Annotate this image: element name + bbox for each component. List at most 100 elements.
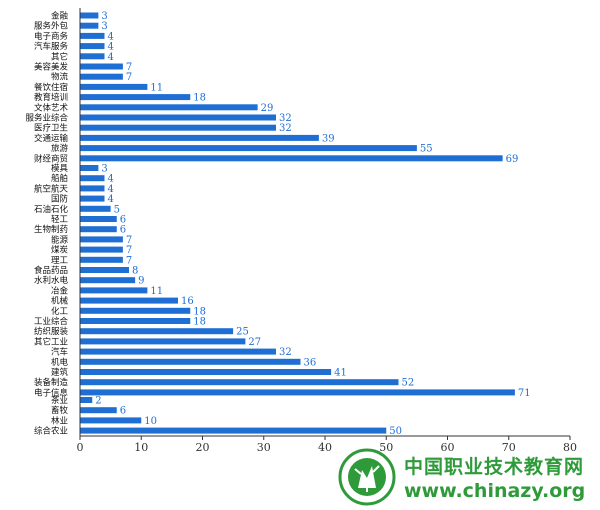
bars-layer: 金融 3 服务外包 3 电子商务 4 汽车服务 4 其它 4 美容美发 7 物流 7 餐饮住宿 11 教育培训 1… [25, 11, 530, 438]
category-label: 食品药品 [34, 265, 68, 276]
data-label: 25 [236, 327, 249, 338]
bar [80, 124, 276, 131]
category-label: 化工 [51, 306, 69, 317]
bar [80, 369, 332, 375]
bar [80, 155, 503, 162]
bar [80, 318, 191, 324]
data-label: 11 [150, 286, 163, 297]
category-label: 航空航天 [34, 183, 69, 194]
category-label: 煤炭 [51, 245, 69, 256]
category-label: 服务业综合 [25, 113, 68, 124]
data-label: 11 [150, 82, 163, 93]
bar [80, 397, 93, 403]
data-label: 3 [101, 11, 107, 22]
category-label: 旅游 [51, 143, 69, 154]
x-tick-label: 30 [257, 441, 271, 454]
bar [80, 328, 234, 335]
category-label: 模具 [51, 163, 69, 174]
bar [80, 297, 178, 304]
bar [80, 134, 319, 141]
bar [80, 338, 246, 345]
bar [80, 104, 258, 111]
bar [80, 389, 515, 396]
bar [80, 236, 123, 243]
data-label: 9 [138, 276, 144, 287]
category-label: 汽车服务 [34, 41, 69, 52]
category-label: 餐饮住宿 [34, 82, 68, 93]
bar [80, 287, 148, 294]
data-label: 4 [108, 194, 114, 205]
category-label: 机械 [51, 296, 69, 307]
category-label: 其它工业 [34, 336, 68, 347]
category-label: 电子信息 [34, 387, 69, 398]
data-label: 6 [120, 215, 126, 226]
data-label: 27 [248, 337, 261, 348]
data-label: 4 [108, 184, 114, 195]
data-label: 7 [126, 255, 132, 266]
bar [80, 53, 105, 60]
data-label: 32 [279, 123, 292, 134]
bar [80, 12, 99, 19]
category-label: 其它 [51, 51, 68, 62]
category-label: 装备制造 [34, 377, 69, 388]
x-tick-label: 80 [563, 441, 577, 454]
bar [80, 175, 105, 182]
category-label: 茶业 [51, 395, 68, 406]
data-label: 29 [261, 103, 274, 114]
bar [80, 195, 105, 202]
bar [80, 22, 99, 29]
bar [80, 205, 111, 212]
bar [80, 358, 301, 365]
category-label: 文体艺术 [34, 102, 69, 113]
category-label: 生物制药 [34, 224, 68, 235]
data-label: 6 [120, 225, 126, 236]
data-label: 36 [304, 357, 317, 368]
data-label: 7 [126, 62, 132, 73]
category-label: 国防 [51, 194, 69, 205]
watermark-logo: 中国职业技术教育网 www.chinazy.org [338, 446, 600, 510]
bar [80, 94, 191, 101]
category-label: 林业 [51, 415, 68, 426]
data-label: 2 [95, 396, 101, 407]
data-label: 18 [193, 93, 206, 104]
data-label: 7 [126, 235, 132, 246]
category-label: 工业综合 [34, 316, 69, 327]
bar [80, 185, 105, 192]
category-label: 理工 [51, 256, 69, 266]
data-label: 7 [126, 245, 132, 256]
bar [80, 73, 123, 80]
data-label: 7 [126, 72, 132, 83]
data-label: 4 [108, 52, 114, 63]
data-label: 5 [114, 204, 120, 215]
bar [80, 379, 399, 386]
category-label: 医疗卫生 [34, 123, 69, 134]
data-label: 3 [101, 21, 107, 32]
category-label: 电子商务 [34, 31, 69, 42]
category-label: 交通运输 [34, 133, 69, 144]
bar [80, 216, 117, 222]
x-tick-label: 60 [441, 441, 455, 454]
data-label: 18 [193, 317, 206, 328]
x-tick-label: 50 [379, 441, 393, 454]
x-tick-label: 20 [196, 441, 210, 454]
bar [80, 277, 136, 284]
bar [80, 43, 105, 50]
category-label: 轻工 [51, 214, 69, 225]
category-label: 冶金 [51, 285, 69, 296]
bar [80, 165, 99, 171]
category-label: 汽车 [51, 347, 68, 358]
category-label: 船舶 [51, 173, 68, 184]
data-label: 4 [108, 174, 114, 185]
data-label: 18 [193, 306, 206, 317]
bar [80, 256, 123, 263]
data-label: 52 [402, 378, 415, 389]
data-label: 50 [389, 426, 402, 437]
category-label: 建筑 [51, 367, 69, 378]
category-label: 金融 [51, 11, 69, 22]
watermark-url: www.chinazy.org [404, 480, 586, 502]
data-label: 3 [101, 164, 107, 175]
bar [80, 83, 148, 90]
bar [80, 226, 117, 233]
data-label: 8 [132, 266, 138, 277]
bar [80, 267, 129, 273]
